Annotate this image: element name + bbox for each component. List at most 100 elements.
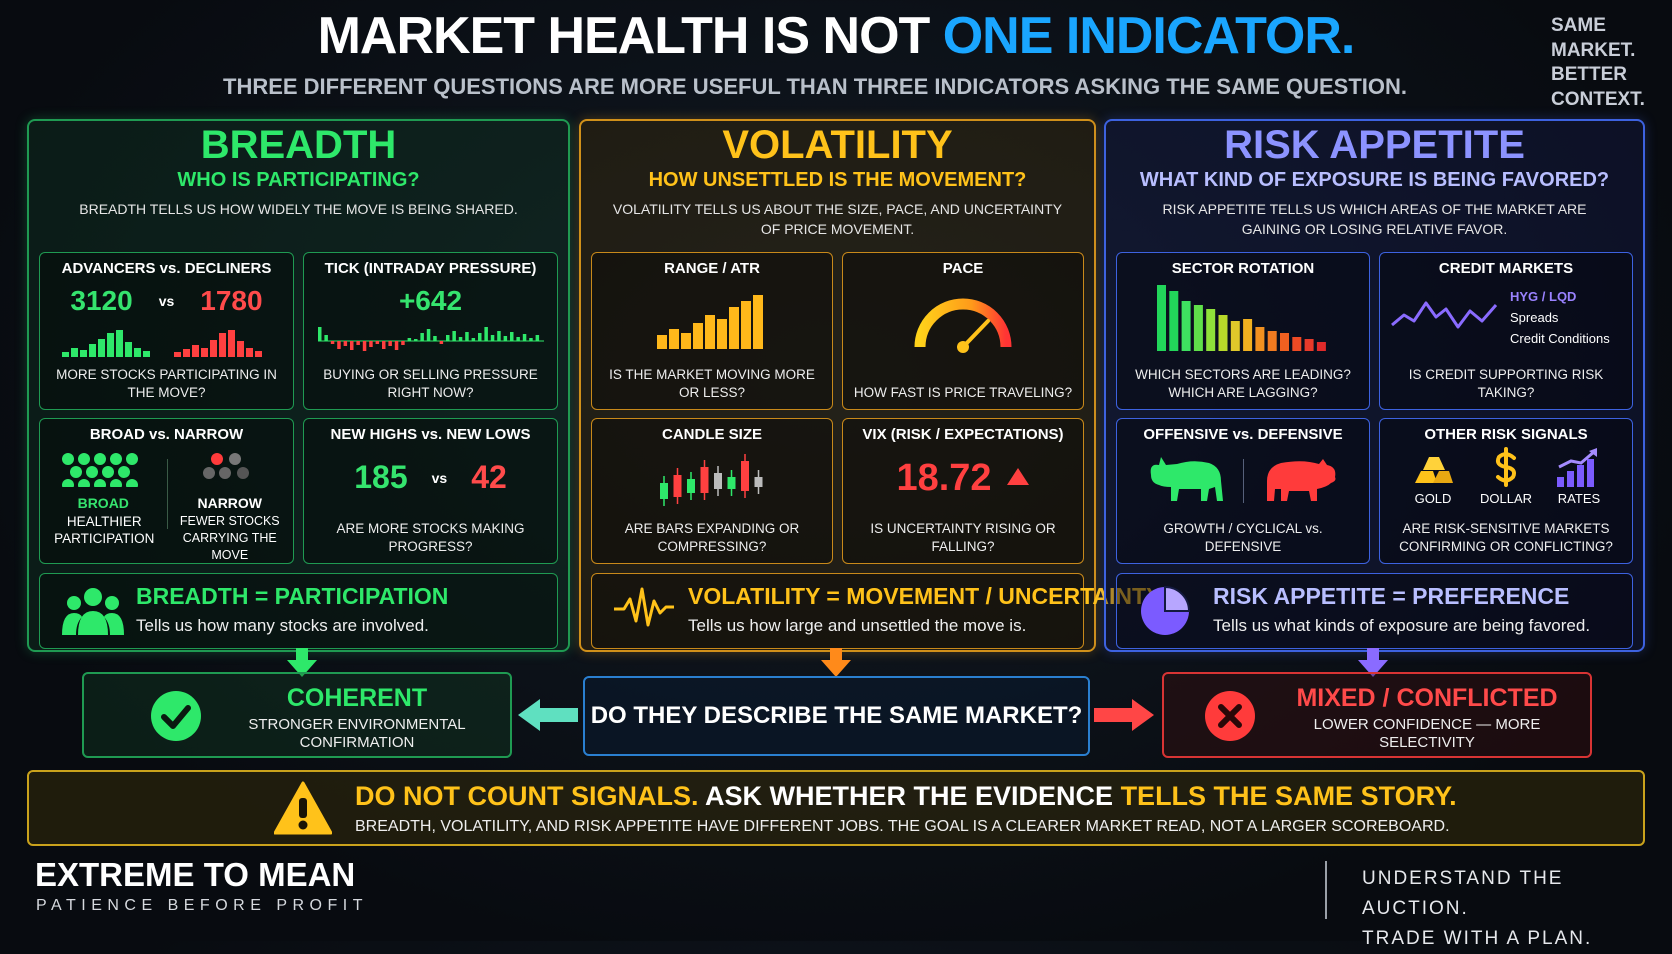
icon-shape: [413, 339, 417, 341]
icon-shape: [1577, 465, 1584, 487]
icon-shape: [78, 611, 108, 635]
icon: [1391, 301, 1498, 329]
icon: [660, 454, 763, 506]
metric-card: TICK (INTRADAY PRESSURE) +642 BUYING OR SE…: [303, 252, 558, 410]
icon-shape: [375, 341, 379, 344]
icon-shape: [673, 475, 682, 497]
layout-box: [1006, 466, 1030, 491]
card-title: SECTOR ROTATION: [1171, 260, 1315, 277]
summary: VOLATILITY = MOVEMENT / UNCERTAINTY Tells…: [591, 573, 1161, 649]
warning-middle: ASK WHETHER THE EVIDENCE: [705, 781, 1114, 811]
broad-text: HEALTHIER PARTICIPATION: [54, 514, 155, 546]
credit-label: Spreads: [1510, 310, 1559, 325]
icon-shape: [106, 333, 114, 357]
icon-shape: [1164, 585, 1191, 612]
tagline-line: BETTER: [1551, 64, 1627, 85]
tagline: SAME MARKET. BETTER CONTEXT.: [1551, 14, 1645, 112]
arrow-down: [287, 648, 317, 677]
icon-shape: [1415, 471, 1437, 483]
icon-shape: [161, 705, 191, 729]
icon-shape: [86, 466, 99, 478]
icon-shape: [84, 588, 102, 606]
conflicted-box: MIXED / CONFLICTED LOWER CONFIDENCE — MO…: [1162, 672, 1592, 758]
layout-box: [1243, 459, 1244, 503]
title-main: MARKET HEALTH IS NOT: [317, 7, 931, 65]
icon-shape: [173, 352, 181, 357]
icon-shape: [104, 613, 124, 635]
icon-shape: [681, 333, 691, 349]
metric-card: NEW HIGHS vs. NEW LOWS 185 vs 42 ARE MORE ST…: [303, 418, 558, 564]
icon-shape: [126, 453, 139, 465]
panel-description: VOLATILITY TELLS US ABOUT THE SIZE, PACE…: [612, 201, 1063, 237]
icon: [62, 453, 139, 491]
icon-shape: [317, 327, 321, 341]
icon-shape: [254, 351, 262, 357]
icon-shape: [1316, 342, 1326, 351]
card-caption: IS THE MARKET MOVING MORE OR LESS?: [609, 367, 815, 400]
layout-box: [304, 319, 557, 360]
card-caption: IS UNCERTAINTY RISING OR FALLING?: [870, 521, 1056, 554]
layout-box: 3120 vs 1780: [40, 285, 293, 317]
title: MARKET HEALTH IS NOT ONE INDICATOR.: [0, 6, 1672, 66]
decliners-value: 1780: [200, 285, 263, 316]
summary-text: Tells us how large and unsettled the mov…: [688, 616, 1027, 635]
subtitle: THREE DIFFERENT QUESTIONS ARE MORE USEFU…: [223, 74, 1407, 99]
arrow-down: [821, 648, 851, 677]
layout-box: [40, 327, 293, 362]
icon-shape: [407, 338, 411, 341]
layout-box: [614, 585, 674, 634]
icon-shape: [1567, 471, 1574, 487]
icon-shape: [118, 466, 131, 478]
icon-shape: [471, 338, 475, 341]
icon: [1141, 585, 1191, 635]
card-caption: ARE BARS EXPANDING OR COMPRESSING?: [624, 521, 800, 554]
icon-shape: [693, 323, 703, 349]
card-caption: ARE MORE STOCKS MAKING PROGRESS?: [336, 521, 525, 554]
icon-shape: [821, 648, 851, 677]
icon-shape: [110, 479, 123, 491]
icon: [1150, 457, 1223, 501]
tagline-line: MARKET.: [1551, 39, 1636, 61]
icon-shape: [191, 345, 199, 357]
lows-value: 42: [471, 459, 507, 495]
warning-box: DO NOT COUNT SIGNALS. ASK WHETHER THE EV…: [27, 770, 1645, 846]
tagline-line: SAME: [1551, 15, 1606, 36]
icon-shape: [126, 479, 139, 491]
layout-box: [1481, 447, 1531, 492]
warning-headline: DO NOT COUNT SIGNALS. ASK WHETHER THE EV…: [355, 781, 1457, 812]
layout-box: [1554, 447, 1604, 492]
icon-shape: [70, 466, 83, 478]
icon-shape: [717, 319, 727, 349]
icon-shape: [432, 336, 437, 341]
card-caption: IS CREDIT SUPPORTING RISK TAKING?: [1408, 367, 1604, 400]
tagline-line: CONTEXT.: [1551, 88, 1645, 110]
title-highlight: ONE INDICATOR.: [942, 7, 1356, 65]
icon-shape: [1157, 285, 1166, 351]
card-title: OFFENSIVE vs. DEFENSIVE: [1143, 426, 1343, 443]
icon-shape: [741, 461, 749, 491]
brand: EXTREME TO MEAN: [35, 856, 356, 893]
icon: [61, 330, 262, 357]
icon-shape: [1094, 699, 1154, 731]
icon-shape: [70, 348, 78, 357]
coherent-title: COHERENT: [286, 684, 428, 712]
warning-icon: [274, 781, 332, 835]
icon: [1415, 457, 1453, 483]
layout-box: [62, 585, 124, 642]
icon-shape: [78, 453, 91, 465]
icon-shape: [753, 295, 763, 349]
icon-shape: [142, 351, 150, 357]
icon-shape: [79, 350, 87, 357]
icon-shape: [727, 477, 736, 489]
icon-shape: [426, 329, 430, 341]
summary: BREADTH = PARTICIPATION Tells us how many…: [39, 573, 558, 649]
card-caption: HOW FAST IS PRICE TRAVELING?: [853, 385, 1073, 400]
metric-card: CREDIT MARKETS HYG / LQD Spreads Credit Con…: [1379, 252, 1633, 410]
icon-shape: [330, 341, 334, 344]
coherent-box: COHERENT STRONGER ENVIRONMENTAL CONFIRMA…: [82, 672, 512, 758]
icon-shape: [323, 335, 328, 341]
summary: RISK APPETITE = PREFERENCE Tells us what …: [1116, 573, 1633, 649]
icon-shape: [614, 587, 674, 627]
layout-box: [1259, 453, 1339, 510]
motto-line: UNDERSTAND THE AUCTION.: [1362, 868, 1564, 919]
